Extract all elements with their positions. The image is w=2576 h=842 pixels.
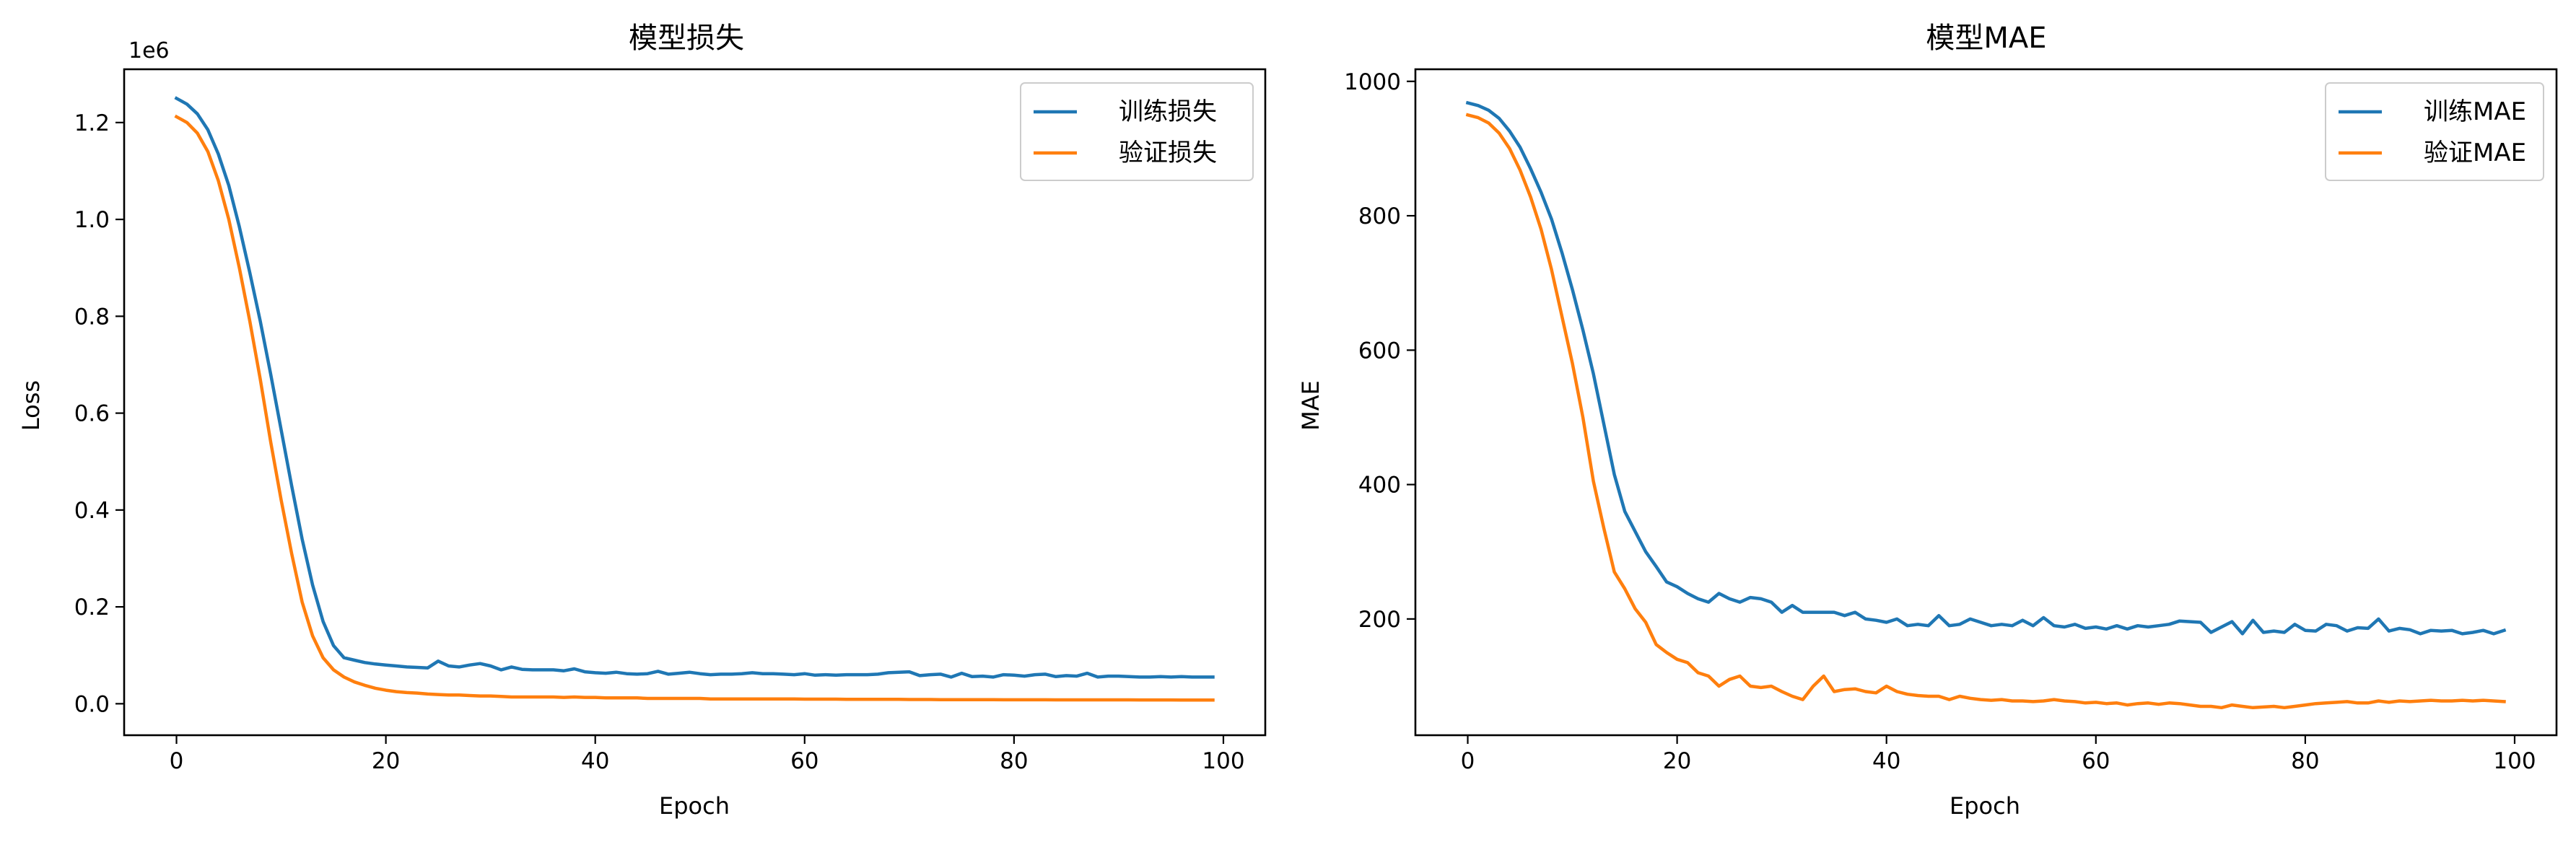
y-tick-label: 0.2 — [74, 595, 110, 620]
series-line-1 — [174, 96, 1215, 679]
series-line-2 — [1465, 113, 2506, 710]
x-tick-label: 40 — [581, 748, 609, 774]
y-tick-label: 0.6 — [74, 401, 110, 427]
y-axis-offset-label: 1e6 — [128, 38, 170, 63]
x-tick-label: 60 — [790, 748, 818, 774]
y-tick-label: 0.4 — [74, 498, 110, 524]
x-tick-label: 40 — [1872, 748, 1900, 774]
y-tick-label: 800 — [1358, 203, 1401, 229]
y-axis-label: MAE — [1297, 380, 1324, 431]
series-line-1 — [1465, 100, 2507, 636]
x-axis-label: Epoch — [659, 792, 730, 820]
series-group — [1465, 100, 2507, 710]
legend-entry: 训练损失 — [1119, 97, 1217, 126]
x-tick-label: 80 — [2291, 748, 2319, 774]
chart-title: 模型损失 — [629, 22, 744, 55]
mae-chart: 模型MAE Epoch MAE 0 20 40 60 80 100 200 400 600 800… — [1297, 22, 2558, 820]
plot-frame — [123, 68, 1267, 737]
x-axis-label: Epoch — [1950, 792, 2020, 820]
x-tick-label: 100 — [2493, 748, 2536, 774]
loss-chart: 模型损失 1e6 Epoch Loss 0 20 40 60 80 100 0.0 0.2 0.… — [17, 22, 1267, 820]
y-tick-label: 400 — [1358, 473, 1401, 499]
y-tick-label: 0.0 — [74, 691, 110, 717]
y-tick-label: 1.0 — [74, 207, 110, 233]
legend-box — [2325, 82, 2544, 181]
legend-entry: 验证MAE — [2424, 139, 2526, 167]
y-tick-label: 600 — [1358, 338, 1401, 364]
series-line-2 — [174, 114, 1215, 702]
legend: 训练MAE 验证MAE — [2325, 82, 2544, 181]
legend-box — [1020, 82, 1254, 181]
y-tick-label: 1000 — [1344, 69, 1401, 95]
tick-group: 0 20 40 60 80 100 0.0 0.2 0.4 0.6 0.8 1.0 1.2 — [74, 110, 1245, 774]
y-tick-label: 0.8 — [74, 304, 110, 330]
chart-title: 模型MAE — [1926, 22, 2046, 55]
series-group — [174, 96, 1215, 702]
legend-entry: 训练MAE — [2424, 97, 2526, 126]
y-tick-label: 200 — [1358, 607, 1401, 633]
plot-frame — [1414, 68, 2558, 737]
tick-group: 0 20 40 60 80 100 200 400 600 800 1000 — [1344, 69, 2536, 774]
x-tick-label: 80 — [1000, 748, 1028, 774]
x-tick-label: 0 — [170, 748, 184, 774]
y-tick-label: 1.2 — [74, 110, 110, 136]
x-tick-label: 0 — [1461, 748, 1475, 774]
legend: 训练损失 验证损失 — [1020, 82, 1254, 181]
y-axis-label: Loss — [17, 380, 45, 431]
x-tick-label: 20 — [372, 748, 400, 774]
x-tick-label: 60 — [2082, 748, 2110, 774]
x-tick-label: 20 — [1663, 748, 1691, 774]
x-tick-label: 100 — [1202, 748, 1244, 774]
legend-entry: 验证损失 — [1119, 139, 1217, 167]
